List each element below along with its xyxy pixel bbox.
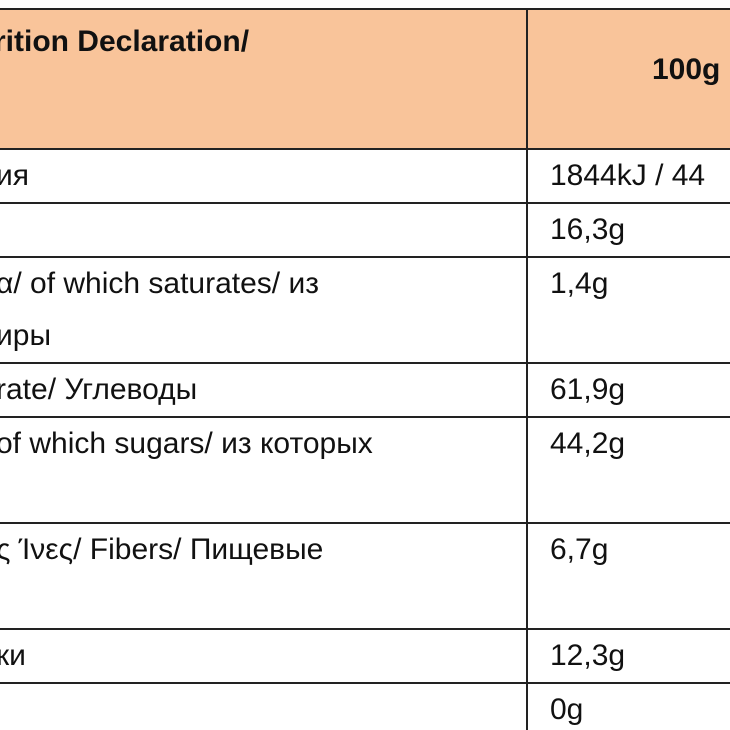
- row-label: ки: [0, 628, 528, 684]
- row-label: rate/ Углеводы: [0, 362, 528, 418]
- row-label-line: ки: [0, 639, 26, 672]
- row-value: 12,3g: [526, 628, 730, 684]
- row-label-line: α/ of which saturates/ из: [0, 267, 319, 300]
- table-row: of which sugars/ из которых 44,2g: [0, 416, 730, 524]
- table-row: 16,3g: [0, 202, 730, 258]
- row-value: 44,2g: [526, 416, 730, 524]
- row-value: 0g: [526, 682, 730, 730]
- header-label: trition Declaration/: [0, 8, 528, 150]
- nutrition-table: trition Declaration/ 100g ия 1844kJ / 44…: [0, 8, 730, 730]
- row-label-line: ς Ίνες/ Fibers/ Пищевые: [0, 533, 324, 566]
- row-label-line: rate/ Углеводы: [0, 373, 198, 406]
- row-label: of which sugars/ из которых: [0, 416, 528, 524]
- row-label: α/ of which saturates/ из иры: [0, 256, 528, 364]
- row-value: 1,4g: [526, 256, 730, 364]
- row-value: 16,3g: [526, 202, 730, 258]
- table-header-row: trition Declaration/ 100g: [0, 8, 730, 150]
- row-value: 61,9g: [526, 362, 730, 418]
- table-row: 0g: [0, 682, 730, 730]
- row-label: ς Ίνες/ Fibers/ Пищевые: [0, 522, 528, 630]
- table-row: ки 12,3g: [0, 628, 730, 684]
- row-value: 1844kJ / 44: [526, 148, 730, 204]
- row-label-line: ия: [0, 159, 30, 192]
- table-row: ς Ίνες/ Fibers/ Пищевые 6,7g: [0, 522, 730, 630]
- row-label: ия: [0, 148, 528, 204]
- header-value: 100g: [526, 8, 730, 150]
- table-row: rate/ Углеводы 61,9g: [0, 362, 730, 418]
- table-row: α/ of which saturates/ из иры 1,4g: [0, 256, 730, 364]
- row-label-line: of which sugars/ из которых: [0, 427, 373, 460]
- row-label: [0, 682, 528, 730]
- row-label: [0, 202, 528, 258]
- row-label-line: иры: [0, 319, 52, 352]
- row-value: 6,7g: [526, 522, 730, 630]
- table-row: ия 1844kJ / 44: [0, 148, 730, 204]
